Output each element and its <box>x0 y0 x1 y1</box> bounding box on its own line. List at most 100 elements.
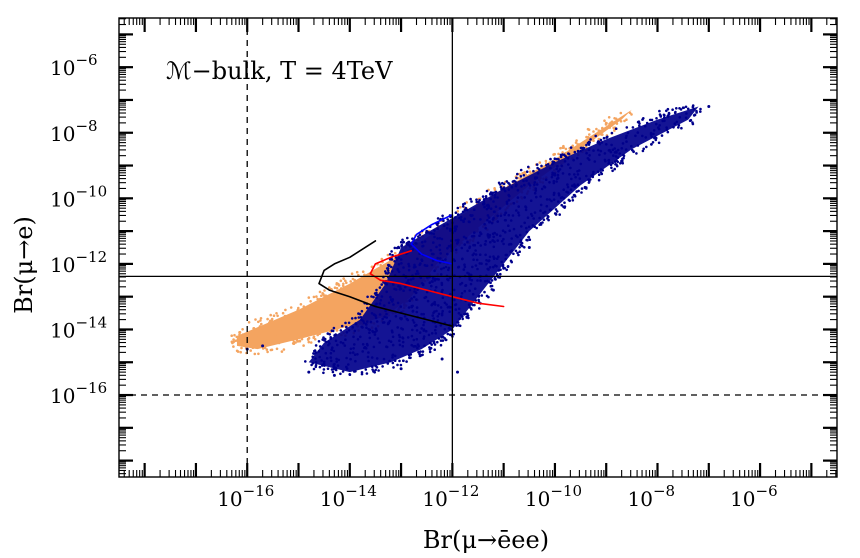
data-point <box>372 283 375 286</box>
data-point <box>464 284 467 288</box>
data-point <box>356 353 359 356</box>
data-point <box>425 264 429 268</box>
data-point <box>502 186 506 189</box>
data-point <box>412 321 416 324</box>
data-point <box>438 237 442 240</box>
data-point <box>642 147 645 151</box>
data-point <box>322 303 326 307</box>
data-point <box>386 253 390 257</box>
data-point <box>707 105 711 108</box>
data-point <box>353 329 357 333</box>
tick-label-exponent: −12 <box>448 482 480 500</box>
data-point <box>330 312 334 315</box>
data-point <box>441 335 445 339</box>
data-point <box>480 262 483 265</box>
data-point <box>401 336 404 339</box>
data-point <box>457 265 461 269</box>
data-point <box>411 248 415 251</box>
data-point <box>430 332 434 335</box>
data-point <box>665 128 669 131</box>
data-point <box>474 249 477 252</box>
data-point <box>368 336 372 340</box>
data-point <box>459 283 462 286</box>
data-point <box>607 159 610 162</box>
data-point <box>486 214 490 217</box>
data-point <box>338 297 342 301</box>
data-point <box>340 302 344 306</box>
data-point <box>490 221 494 225</box>
data-point <box>309 300 312 303</box>
data-point <box>462 235 466 239</box>
data-point <box>485 204 489 207</box>
data-point <box>628 111 632 115</box>
data-point <box>562 153 566 157</box>
tick-label-exponent: −16 <box>243 482 275 500</box>
tick-label-base: 10 <box>525 487 550 511</box>
data-point <box>657 126 660 129</box>
data-point <box>500 260 504 264</box>
data-point <box>620 147 624 150</box>
data-point <box>523 246 526 249</box>
data-point <box>657 141 661 145</box>
data-point <box>434 332 438 335</box>
data-point <box>381 365 384 368</box>
data-point <box>356 308 360 311</box>
data-point <box>332 373 336 377</box>
data-point <box>468 289 471 293</box>
data-point <box>562 188 565 191</box>
data-point <box>533 191 537 195</box>
data-point <box>428 281 432 285</box>
data-point <box>692 107 696 111</box>
data-point <box>516 251 519 255</box>
data-point <box>608 126 611 129</box>
data-point <box>479 232 483 236</box>
data-point <box>496 196 499 199</box>
data-point <box>699 107 702 111</box>
data-point <box>454 308 458 311</box>
data-point <box>557 192 561 195</box>
data-point <box>625 126 629 129</box>
data-point <box>473 287 477 291</box>
data-point <box>489 281 492 285</box>
data-point <box>235 349 239 353</box>
data-point <box>337 284 341 287</box>
data-point <box>495 233 499 236</box>
data-point <box>302 319 306 323</box>
data-point <box>614 163 617 166</box>
data-point <box>368 331 371 335</box>
data-point <box>448 276 452 280</box>
data-point <box>509 219 513 222</box>
data-point <box>499 272 502 276</box>
data-point <box>449 227 452 231</box>
data-point <box>406 336 410 339</box>
data-point <box>247 321 251 324</box>
data-point <box>312 336 316 340</box>
data-point <box>378 341 381 344</box>
data-point <box>528 170 532 173</box>
data-point <box>439 324 443 327</box>
data-point <box>468 306 472 309</box>
data-point <box>412 277 415 280</box>
data-point <box>296 308 300 312</box>
data-point <box>618 152 621 155</box>
data-point <box>361 350 365 353</box>
data-point <box>353 370 356 373</box>
tick-label-base: 10 <box>50 122 75 146</box>
data-point <box>390 258 394 261</box>
data-point <box>552 153 556 156</box>
data-point <box>564 151 567 155</box>
data-point <box>294 341 297 344</box>
data-point <box>318 365 322 369</box>
data-point <box>553 157 557 160</box>
data-point <box>397 263 401 266</box>
data-point <box>339 372 342 376</box>
data-point <box>470 278 474 282</box>
data-point <box>523 183 526 187</box>
data-point <box>524 205 527 208</box>
data-point <box>493 276 497 280</box>
data-point <box>379 299 383 302</box>
data-point <box>462 268 466 271</box>
data-point <box>472 217 476 221</box>
data-point <box>330 368 334 371</box>
